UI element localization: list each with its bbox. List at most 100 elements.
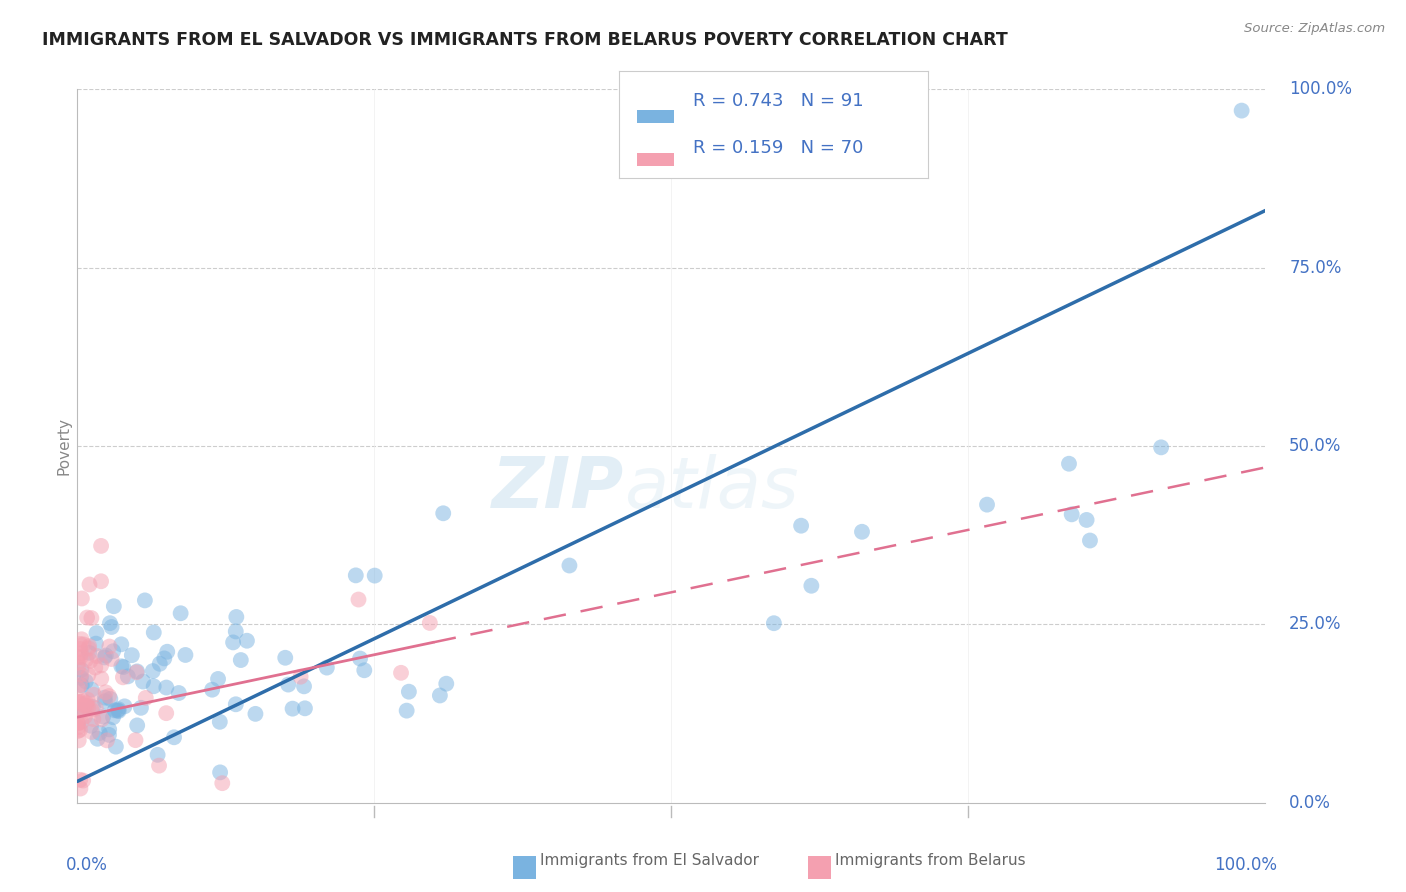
Point bbox=[290, 670, 312, 684]
Point bbox=[94, 648, 117, 663]
Point bbox=[73, 698, 96, 713]
Point bbox=[349, 651, 371, 665]
Point bbox=[558, 558, 581, 573]
Point bbox=[94, 690, 117, 705]
Point bbox=[76, 698, 98, 713]
Point bbox=[80, 725, 103, 739]
Point bbox=[86, 648, 108, 663]
Point bbox=[66, 660, 89, 674]
Point bbox=[111, 670, 134, 684]
Point bbox=[142, 664, 165, 678]
Point bbox=[201, 682, 224, 697]
Point bbox=[90, 712, 112, 726]
Point bbox=[90, 658, 112, 673]
Point bbox=[67, 650, 90, 665]
Point bbox=[800, 579, 823, 593]
Text: Immigrants from El Salvador: Immigrants from El Salvador bbox=[540, 854, 759, 868]
Text: 0.0%: 0.0% bbox=[66, 856, 107, 874]
Point bbox=[174, 648, 197, 662]
Point bbox=[69, 642, 91, 657]
Point bbox=[1078, 533, 1101, 548]
Point bbox=[155, 681, 177, 695]
Point bbox=[1060, 508, 1083, 522]
Point bbox=[245, 706, 267, 721]
Point bbox=[222, 635, 245, 649]
Point bbox=[82, 700, 104, 714]
Text: IMMIGRANTS FROM EL SALVADOR VS IMMIGRANTS FROM BELARUS POVERTY CORRELATION CHART: IMMIGRANTS FROM EL SALVADOR VS IMMIGRANT… bbox=[42, 31, 1008, 49]
Point bbox=[72, 773, 94, 788]
Point bbox=[79, 654, 101, 668]
Text: R = 0.159   N = 70: R = 0.159 N = 70 bbox=[693, 139, 863, 157]
Point bbox=[135, 690, 157, 705]
Text: 50.0%: 50.0% bbox=[1289, 437, 1341, 455]
Point bbox=[77, 646, 100, 660]
Point bbox=[274, 650, 297, 665]
Point bbox=[110, 637, 132, 651]
Point bbox=[70, 715, 93, 730]
Point bbox=[100, 652, 122, 666]
Point bbox=[66, 656, 89, 670]
Point bbox=[77, 641, 100, 656]
Point bbox=[70, 632, 93, 647]
Point bbox=[142, 679, 165, 693]
Point bbox=[207, 672, 229, 686]
FancyBboxPatch shape bbox=[637, 153, 675, 166]
Point bbox=[398, 684, 420, 698]
Point bbox=[121, 648, 143, 663]
Point bbox=[91, 709, 114, 723]
Point bbox=[153, 651, 176, 665]
Point bbox=[292, 679, 315, 693]
Point bbox=[209, 765, 232, 780]
Point bbox=[75, 652, 97, 666]
Point bbox=[1150, 441, 1173, 455]
Point bbox=[347, 592, 370, 607]
Point bbox=[69, 781, 91, 796]
Point bbox=[67, 733, 90, 747]
Point bbox=[156, 645, 179, 659]
Point bbox=[132, 674, 155, 689]
Point bbox=[93, 650, 115, 665]
Point bbox=[134, 593, 156, 607]
Point bbox=[790, 518, 813, 533]
Point bbox=[69, 637, 91, 651]
Point bbox=[1076, 513, 1098, 527]
Point bbox=[72, 694, 94, 708]
Point bbox=[353, 663, 375, 677]
Point bbox=[117, 669, 139, 683]
Point bbox=[976, 498, 998, 512]
Text: atlas: atlas bbox=[624, 454, 799, 524]
Point bbox=[98, 616, 121, 631]
Point bbox=[155, 706, 177, 721]
Point bbox=[112, 660, 135, 674]
Point bbox=[69, 772, 91, 787]
Point bbox=[94, 694, 117, 708]
Point bbox=[98, 723, 121, 737]
Text: 25.0%: 25.0% bbox=[1289, 615, 1341, 633]
Point bbox=[77, 668, 100, 682]
Point bbox=[211, 776, 233, 790]
Point bbox=[1057, 457, 1080, 471]
Point bbox=[69, 678, 91, 692]
Point bbox=[419, 615, 441, 630]
Point bbox=[107, 704, 129, 718]
Point bbox=[344, 568, 367, 582]
Point bbox=[229, 653, 252, 667]
Point bbox=[70, 667, 93, 681]
Point bbox=[101, 644, 124, 658]
Point bbox=[66, 720, 89, 734]
Point bbox=[104, 739, 127, 754]
Point bbox=[98, 692, 121, 706]
Point bbox=[90, 574, 112, 589]
Point bbox=[72, 637, 94, 651]
Text: Source: ZipAtlas.com: Source: ZipAtlas.com bbox=[1244, 22, 1385, 36]
Point bbox=[169, 607, 191, 621]
Point bbox=[146, 747, 169, 762]
Point bbox=[294, 701, 316, 715]
Point bbox=[94, 685, 117, 699]
Point bbox=[80, 703, 103, 717]
Point bbox=[1230, 103, 1253, 118]
Point bbox=[148, 758, 170, 772]
Point bbox=[70, 646, 93, 660]
Point bbox=[89, 726, 111, 740]
Point bbox=[70, 703, 93, 717]
